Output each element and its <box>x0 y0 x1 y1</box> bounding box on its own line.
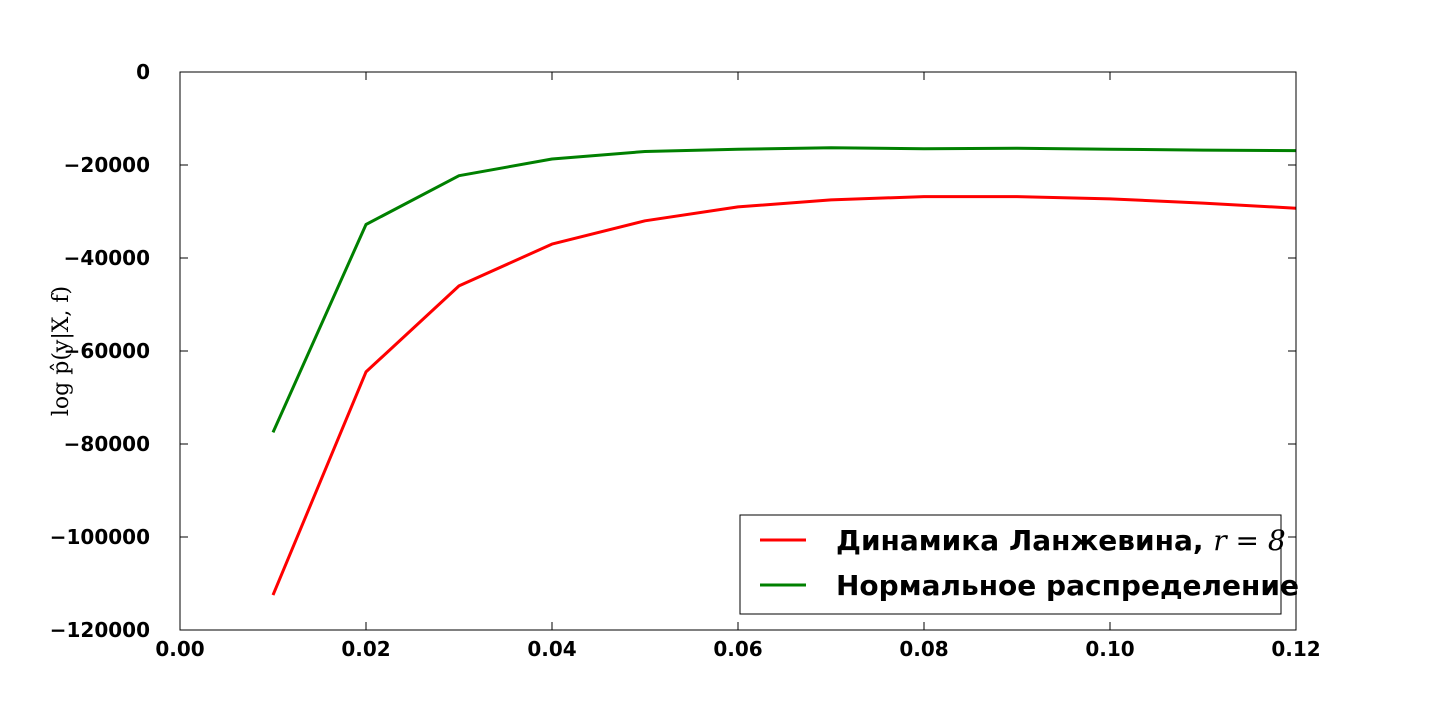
y-tick-label: −80000 <box>64 432 150 456</box>
series-line-1 <box>271 146 1296 434</box>
legend-entry-langevin: Динамика Ланжевина, r = 8 <box>836 524 1286 557</box>
y-tick-label: −120000 <box>50 618 150 642</box>
x-tick-label: 0.02 <box>341 637 390 661</box>
ticks-layer: 0.00 0.02 0.04 0.06 0.08 0.10 0.12 0 −20000 −4000… <box>50 60 1321 661</box>
legend-math-r: r = 8 <box>1213 524 1285 557</box>
legend-label-langevin: Динамика Ланжевина, <box>836 524 1213 557</box>
x-tick-label: 0.12 <box>1271 637 1320 661</box>
legend: Динамика Ланжевина, r = 8 Нормальное рас… <box>739 514 1299 615</box>
x-tick-label: 0.04 <box>527 637 576 661</box>
legend-label-normal: Нормальное распределение <box>836 569 1299 602</box>
series-layer <box>271 146 1296 596</box>
series-line-0 <box>271 195 1296 596</box>
y-tick-label: −20000 <box>64 153 150 177</box>
x-tick-label: 0.08 <box>899 637 948 661</box>
x-tick-label: 0.10 <box>1085 637 1134 661</box>
y-tick-label: −60000 <box>64 339 150 363</box>
y-tick-label: 0 <box>136 60 150 84</box>
y-tick-label: −40000 <box>64 246 150 270</box>
y-axis-label: log p̂(y|X, f) <box>49 286 74 416</box>
y-tick-label: −100000 <box>50 525 150 549</box>
x-tick-label: 0.00 <box>155 637 204 661</box>
legend-frame <box>739 514 1282 615</box>
x-tick-label: 0.06 <box>713 637 762 661</box>
